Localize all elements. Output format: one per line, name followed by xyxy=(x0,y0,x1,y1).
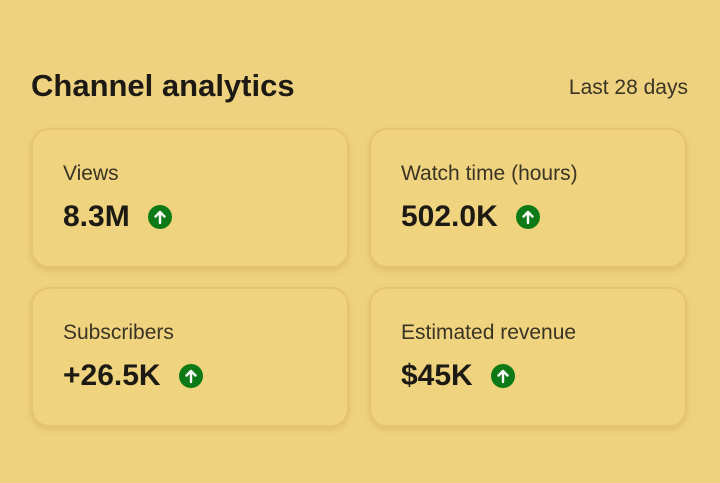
metric-label: Estimated revenue xyxy=(401,321,577,344)
value-text: 8.3M xyxy=(63,200,130,233)
metric-value: 502.0K xyxy=(401,200,540,234)
metric-label: Subscribers xyxy=(63,321,174,344)
value-text: 502.0K xyxy=(401,200,498,233)
metric-card[interactable]: Estimated revenue $45K xyxy=(369,287,687,427)
metric-value: $45K xyxy=(401,359,515,393)
period[interactable]: Last 28 days xyxy=(568,76,688,99)
trend-up-icon xyxy=(147,205,172,229)
metric-value: +26.5K xyxy=(63,359,203,393)
trend-up-icon xyxy=(515,205,540,229)
title: Channel analytics xyxy=(31,68,295,103)
trend-up-icon xyxy=(178,364,203,388)
value-text: +26.5K xyxy=(63,359,161,392)
metric-card[interactable]: Views 8.3M xyxy=(31,128,349,268)
metric-card[interactable]: Watch time (hours) 502.0K xyxy=(369,128,687,268)
metric-label: Views xyxy=(63,162,119,185)
trend-up-icon xyxy=(490,364,515,388)
metric-label: Watch time (hours) xyxy=(401,162,578,185)
metric-card[interactable]: Subscribers +26.5K xyxy=(31,287,349,427)
metric-value: 8.3M xyxy=(63,200,172,234)
value-text: $45K xyxy=(401,359,473,392)
